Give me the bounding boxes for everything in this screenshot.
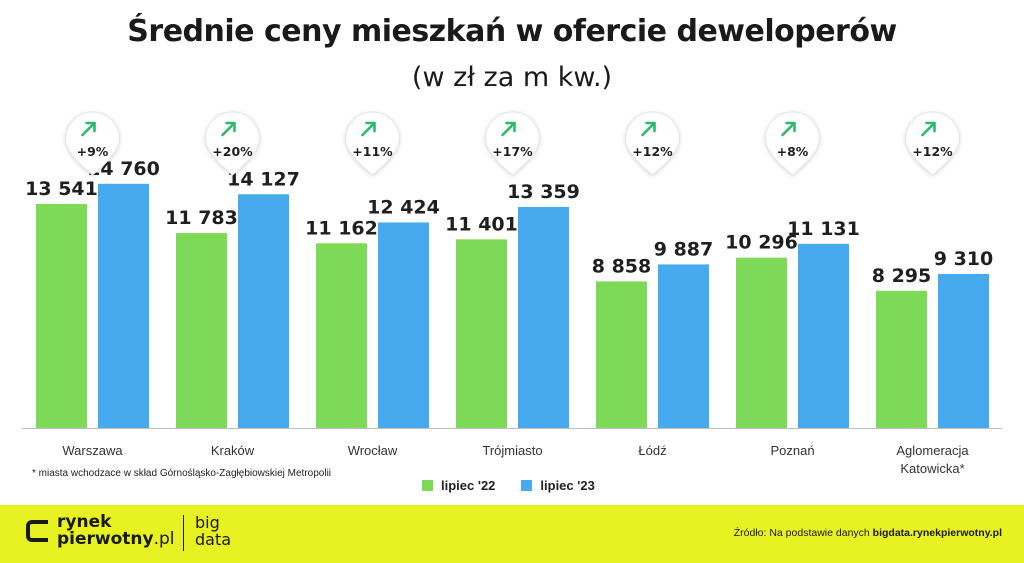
arrow-up-right-icon-head [85,121,96,133]
change-label: +8% [777,144,809,159]
data-label-2023: 9 887 [654,238,714,260]
data-label-2023: 9 310 [934,248,994,270]
chart-title: Średnie ceny mieszkań w ofercie dewelope… [127,14,897,49]
bigdata-line2: data [195,530,232,549]
change-badge [204,111,261,176]
arrow-up-right-icon [221,122,235,137]
bar-2023 [98,183,149,428]
logo-text: rynek pierwotny.pl [57,514,175,548]
bar-2022 [456,239,507,428]
change-badge [764,111,821,176]
data-label-2023: 13 359 [507,181,580,203]
bar-2023 [798,243,849,428]
x-tick-label: Poznań [770,443,814,458]
change-badge [64,111,121,176]
bar-2022 [876,290,927,428]
arrow-up-right-icon-head [505,121,516,133]
bar-2022 [316,243,367,428]
change-label: +11% [352,144,393,159]
data-label-2022: 13 541 [25,178,98,200]
x-tick-label: Łódź [638,443,666,458]
legend-swatch-2022 [422,480,433,491]
logo-line2: pierwotny [57,529,154,549]
data-label-2022: 8 295 [872,265,932,287]
change-label: +17% [492,144,533,159]
bar-2022 [736,257,787,428]
change-label: +12% [632,144,673,159]
logo-line2-suffix: .pl [153,529,175,549]
arrow-up-right-icon [361,122,375,137]
arrow-up-right-icon [781,122,795,137]
data-label-2022: 11 783 [165,207,238,229]
change-label: +20% [212,144,253,159]
x-tick-label: Kraków [211,443,255,458]
rynekpierwotny-logo[interactable]: rynek pierwotny.pl [26,514,175,548]
bar-2022 [176,233,227,428]
legend-item-2023: lipiec '23 [521,478,595,493]
bigdata-logo[interactable]: big data [195,514,231,548]
legend-swatch-2023 [521,480,533,491]
bigdata-line1: big [195,513,220,532]
footnote: * miasta wchodzace w skład Górnośląsko-Z… [32,468,332,479]
x-tick-label: Aglomeracja [896,443,969,458]
bar-2023 [658,264,709,428]
data-label-2022: 10 296 [725,232,798,254]
logo-line1: rynek [57,512,112,532]
bar-2022 [596,281,647,428]
arrow-up-right-icon [81,122,95,137]
logo-mark-icon [26,520,48,542]
change-badge [344,111,401,176]
source-link[interactable]: bigdata.rynekpierwotny.pl [872,527,1002,539]
change-badge [624,111,681,176]
arrow-up-right-icon-head [785,121,796,133]
change-badge [904,111,961,176]
arrow-up-right-icon-head [225,121,236,133]
data-label-2022: 11 401 [445,213,518,235]
x-tick-label: Wrocław [348,443,398,458]
bar-2023 [938,273,989,428]
legend-label-2023: lipiec '23 [540,478,595,493]
arrow-up-right-icon [921,122,935,137]
bar-2023 [378,222,429,428]
arrow-up-right-icon [641,122,655,137]
x-tick-label: Warszawa [62,443,123,458]
arrow-up-right-icon-head [925,121,936,133]
bar-2022 [36,203,87,428]
bar-2023 [238,194,289,428]
bar-2023 [518,206,569,428]
source-prefix: Źródło: Na podstawie danych [733,527,870,539]
arrow-up-right-icon [501,122,515,137]
footer-divider [183,515,184,551]
change-badge [484,111,541,176]
chart-subtitle: (w zł za m kw.) [411,62,613,93]
legend: lipiec '22 lipiec '23 [422,478,595,493]
change-label: +9% [77,144,109,159]
footer-bar: rynek pierwotny.pl big data Źródło: Na p… [0,505,1024,563]
x-tick-label: Trójmiasto [482,443,542,458]
arrow-up-right-icon-head [365,121,376,133]
source-note: Źródło: Na podstawie danych bigdata.ryne… [734,527,1002,539]
data-label-2023: 12 424 [367,196,440,218]
change-label: +12% [912,144,953,159]
legend-label-2022: lipiec '22 [441,478,496,493]
legend-item-2022: lipiec '22 [422,478,495,493]
data-label-2023: 11 131 [787,218,860,240]
data-label-2022: 8 858 [592,255,652,277]
data-label-2023: 14 127 [227,168,300,190]
data-label-2022: 11 162 [305,217,378,239]
x-tick-label: Katowicka* [900,461,964,476]
arrow-up-right-icon-head [645,121,656,133]
